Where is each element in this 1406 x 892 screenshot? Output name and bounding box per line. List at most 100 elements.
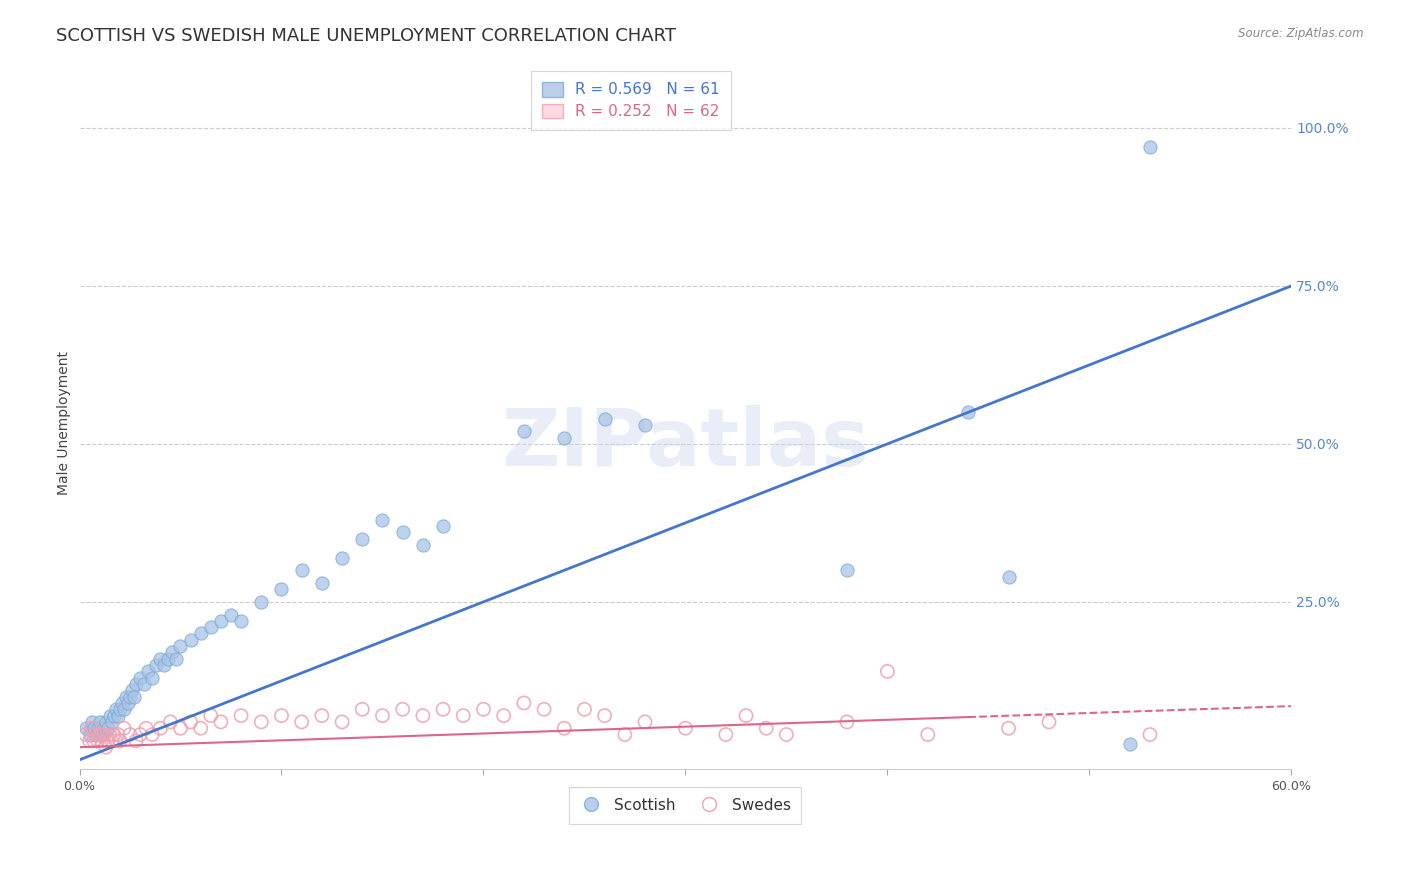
Point xyxy=(169,721,191,735)
Point xyxy=(997,721,1019,735)
Point xyxy=(86,721,108,735)
Point xyxy=(574,702,596,716)
Point xyxy=(352,702,374,716)
Point xyxy=(97,721,120,735)
Point xyxy=(311,575,333,590)
Point xyxy=(117,696,139,710)
Point xyxy=(229,614,252,628)
Point xyxy=(775,727,797,741)
Point xyxy=(145,658,167,673)
Point xyxy=(190,721,212,735)
Point xyxy=(136,665,159,679)
Point xyxy=(107,727,129,741)
Point xyxy=(593,411,616,425)
Point xyxy=(200,708,222,723)
Point xyxy=(141,727,163,741)
Point xyxy=(735,708,758,723)
Point xyxy=(93,727,115,741)
Point xyxy=(80,714,103,729)
Point xyxy=(876,665,898,679)
Point xyxy=(104,734,127,748)
Point xyxy=(97,734,120,748)
Point xyxy=(593,708,616,723)
Point xyxy=(83,734,105,748)
Text: Source: ZipAtlas.com: Source: ZipAtlas.com xyxy=(1239,27,1364,40)
Point xyxy=(166,651,188,665)
Point xyxy=(149,721,172,735)
Point xyxy=(86,734,108,748)
Point xyxy=(141,671,163,685)
Point xyxy=(90,727,112,741)
Point xyxy=(634,714,657,729)
Point xyxy=(104,702,127,716)
Point xyxy=(270,708,292,723)
Point xyxy=(118,690,141,704)
Point xyxy=(94,714,117,729)
Point xyxy=(98,727,121,741)
Point xyxy=(108,702,131,716)
Point xyxy=(80,721,103,735)
Point xyxy=(835,563,858,577)
Point xyxy=(714,727,737,741)
Point xyxy=(291,563,314,577)
Point xyxy=(250,714,273,729)
Point xyxy=(125,734,148,748)
Point xyxy=(957,405,980,419)
Point xyxy=(90,734,112,748)
Point xyxy=(209,714,232,729)
Text: ZIPatlas: ZIPatlas xyxy=(502,405,869,483)
Point xyxy=(1038,714,1060,729)
Point xyxy=(101,734,124,748)
Point xyxy=(492,708,515,723)
Point xyxy=(472,702,495,716)
Point xyxy=(190,626,212,640)
Point xyxy=(129,671,152,685)
Point xyxy=(93,721,115,735)
Legend: Scottish, Swedes: Scottish, Swedes xyxy=(569,787,801,824)
Point xyxy=(89,727,111,741)
Point xyxy=(118,727,141,741)
Point xyxy=(371,513,394,527)
Point xyxy=(270,582,292,597)
Point xyxy=(412,708,434,723)
Point xyxy=(451,708,474,723)
Point xyxy=(330,714,353,729)
Point xyxy=(553,431,575,445)
Point xyxy=(75,721,97,735)
Point xyxy=(125,677,148,691)
Point xyxy=(112,721,135,735)
Point xyxy=(1139,140,1161,154)
Point xyxy=(157,651,180,665)
Point xyxy=(180,714,202,729)
Point xyxy=(79,727,101,741)
Point xyxy=(1119,737,1142,751)
Point xyxy=(352,532,374,546)
Point xyxy=(153,658,176,673)
Point xyxy=(122,690,145,704)
Point xyxy=(121,683,143,698)
Point xyxy=(330,550,353,565)
Point xyxy=(1139,727,1161,741)
Point xyxy=(613,727,636,741)
Point xyxy=(200,620,222,634)
Point xyxy=(84,727,107,741)
Point xyxy=(159,714,181,729)
Point xyxy=(513,696,536,710)
Point xyxy=(219,607,242,622)
Point xyxy=(115,690,138,704)
Point xyxy=(169,639,191,653)
Point xyxy=(755,721,778,735)
Point xyxy=(209,614,232,628)
Point xyxy=(149,651,172,665)
Point xyxy=(391,702,413,716)
Point xyxy=(129,727,152,741)
Point xyxy=(180,632,202,647)
Point xyxy=(83,721,105,735)
Point xyxy=(75,727,97,741)
Point xyxy=(107,708,129,723)
Point xyxy=(997,569,1019,583)
Point xyxy=(553,721,575,735)
Point xyxy=(94,740,117,755)
Point xyxy=(134,677,156,691)
Point xyxy=(250,595,273,609)
